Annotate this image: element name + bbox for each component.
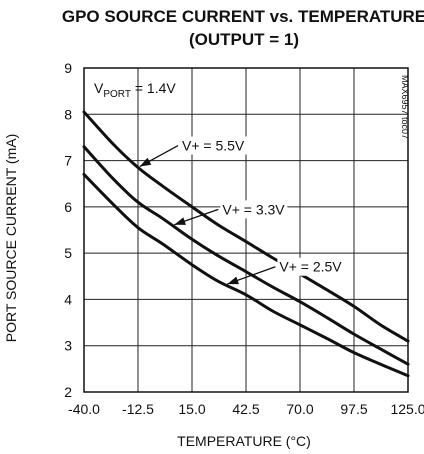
y-tick-label: 4 xyxy=(64,291,72,307)
chart-subtitle: (OUTPUT = 1) xyxy=(189,30,299,49)
annotation-arrowhead xyxy=(139,157,152,167)
y-tick-label: 8 xyxy=(64,106,72,122)
series-lines xyxy=(82,110,410,378)
y-tick-label: 7 xyxy=(64,153,72,169)
condition-sub: PORT xyxy=(103,89,131,100)
annotation-bg xyxy=(180,136,247,155)
annotation-arrowhead xyxy=(174,217,186,225)
y-tick-label: 6 xyxy=(64,199,72,215)
series-line-1 xyxy=(82,145,410,366)
annotation-label: V+ = 3.3V xyxy=(222,201,285,217)
series-line-2 xyxy=(82,172,410,378)
grid xyxy=(83,67,409,393)
x-tick-label: 42.5 xyxy=(232,401,259,417)
chart-title: GPO SOURCE CURRENT vs. TEMPERATURE xyxy=(62,7,424,26)
y-tick-label: 5 xyxy=(64,245,72,261)
x-tick-label: 15.0 xyxy=(178,401,205,417)
y-axis-label: PORT SOURCE CURRENT (mA) xyxy=(3,134,19,342)
x-tick-label: 70.0 xyxy=(286,401,313,417)
y-tick-label: 9 xyxy=(64,60,72,76)
x-tick-label: -12.5 xyxy=(122,401,154,417)
condition-label: VPORT = 1.4V xyxy=(94,80,176,100)
plot-frame xyxy=(83,67,409,393)
side-label: MAX6957 toc07 xyxy=(400,75,410,139)
x-tick-label: 97.5 xyxy=(340,401,367,417)
condition-prefix: V xyxy=(94,80,104,96)
annotation-label: V+ = 2.5V xyxy=(279,259,342,275)
annotation-arrowhead xyxy=(227,276,239,285)
y-tick-label: 3 xyxy=(64,338,72,354)
y-tick-label: 2 xyxy=(64,384,72,400)
x-axis-label: TEMPERATURE (°C) xyxy=(177,433,311,449)
annotation-bg xyxy=(220,200,288,219)
condition-suffix: = 1.4V xyxy=(131,80,176,96)
annotation-bg xyxy=(277,257,345,276)
tick-labels: -40.0 -12.5 15.0 42.5 70.0 97.5 125.0 2 3 4 5 6 7 8 9 xyxy=(64,60,424,417)
series-annotations: V+ = 5.5V V+ = 3.3V V+ = 2.5V xyxy=(139,136,345,285)
annotation-label: V+ = 5.5V xyxy=(182,138,245,154)
x-tick-label: 125.0 xyxy=(390,401,424,417)
series-line-0 xyxy=(82,110,410,343)
x-tick-label: -40.0 xyxy=(68,401,100,417)
